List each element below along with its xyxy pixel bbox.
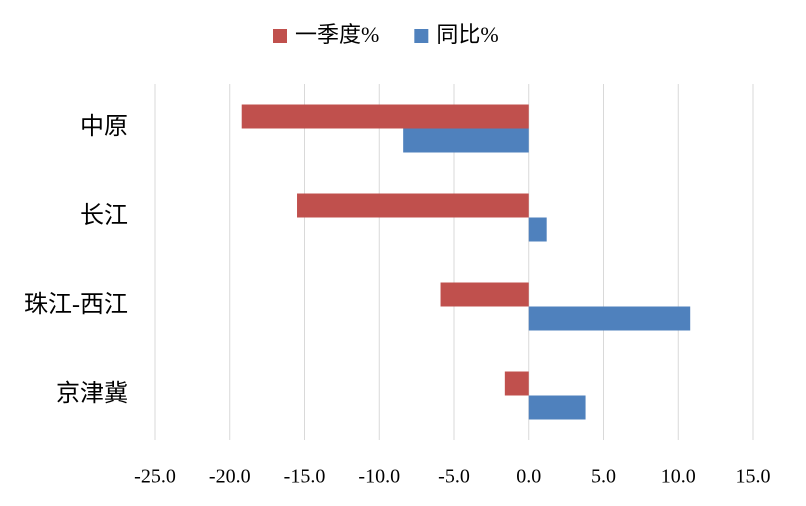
bar	[403, 128, 529, 153]
legend-label: 同比%	[436, 22, 498, 47]
x-tick-label: -15.0	[284, 466, 326, 488]
bar	[528, 217, 547, 242]
legend-swatch	[414, 29, 429, 43]
x-tick-label: 5.0	[591, 466, 616, 488]
legend-label: 一季度%	[295, 22, 379, 47]
x-tick-label: -5.0	[438, 466, 470, 488]
x-tick-label: 0.0	[516, 466, 541, 488]
category-label: 京津冀	[56, 380, 128, 407]
x-tick-label: -10.0	[358, 466, 400, 488]
bar	[528, 395, 586, 420]
bar	[241, 104, 529, 129]
x-tick-label: -25.0	[134, 466, 176, 488]
category-label: 长江	[80, 202, 128, 229]
legend-swatch	[273, 29, 287, 43]
bar	[440, 282, 529, 307]
x-tick-label: 10.0	[661, 466, 696, 488]
x-tick-label: 15.0	[736, 466, 771, 488]
bar	[504, 371, 529, 396]
x-tick-label: -20.0	[209, 466, 251, 488]
category-label: 珠江-西江	[24, 291, 128, 318]
category-label: 中原	[80, 113, 128, 140]
bar	[297, 193, 529, 218]
bar	[528, 306, 691, 331]
